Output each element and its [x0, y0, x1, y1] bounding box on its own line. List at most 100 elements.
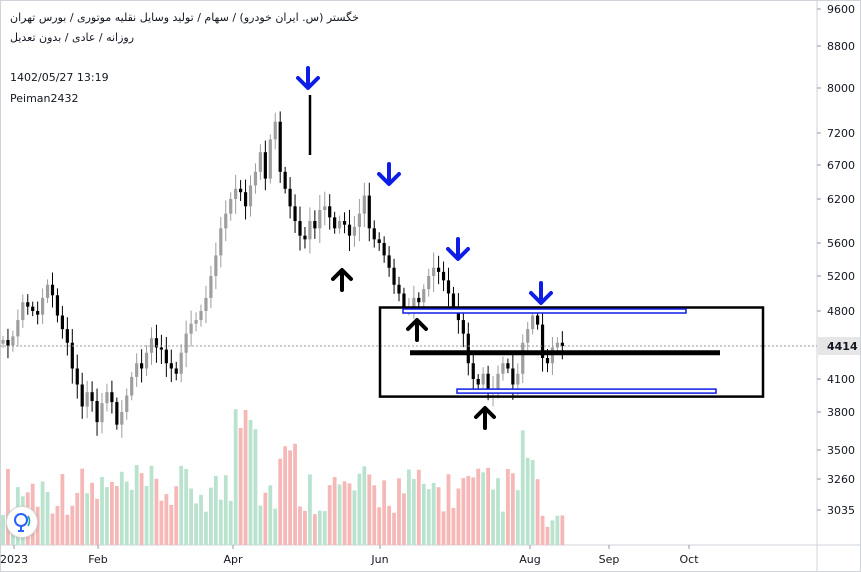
- down-arrow-icon: [296, 66, 320, 90]
- candle-body: [120, 412, 124, 425]
- candle-body: [481, 373, 485, 385]
- price-tick-label: 5600: [827, 237, 855, 250]
- candle-body: [65, 329, 69, 343]
- volume-bar: [332, 477, 337, 545]
- candle-body: [248, 185, 253, 207]
- candle-body: [531, 315, 535, 330]
- volume-bar: [545, 526, 550, 545]
- volume-bar: [496, 478, 500, 545]
- volume-bar: [416, 469, 421, 545]
- volume-bar: [535, 479, 540, 545]
- candle-body: [60, 315, 64, 330]
- price-tick-label: 3035: [827, 504, 855, 517]
- price-tick-label: 5200: [827, 270, 855, 283]
- volume-bar: [154, 478, 159, 545]
- candle-body: [194, 320, 198, 324]
- volume-bar: [248, 419, 253, 545]
- candle-body: [50, 284, 55, 296]
- candle-body: [16, 320, 20, 337]
- candle-body: [110, 392, 114, 403]
- volume-bar: [362, 466, 367, 545]
- candle-body: [352, 226, 357, 236]
- volume-bar: [525, 457, 530, 545]
- volume-bar: [397, 478, 401, 545]
- candle-body: [149, 338, 154, 353]
- price-tick-label: 3260: [827, 473, 855, 486]
- candle-body: [516, 373, 520, 385]
- candle-body: [184, 333, 188, 353]
- candle-body: [466, 333, 470, 364]
- volume-bar: [372, 485, 377, 545]
- volume-bar: [456, 488, 461, 545]
- volume-bar: [540, 515, 545, 545]
- volume-bar: [65, 514, 70, 545]
- candles: [1, 111, 564, 438]
- header-author: Peiman2432: [10, 92, 79, 105]
- volume-bar: [75, 492, 80, 545]
- lower-support-band: [456, 388, 717, 394]
- candle-body: [476, 379, 480, 385]
- volume-bar: [352, 490, 357, 545]
- candle-body: [31, 306, 35, 311]
- price-tick-label: 9600: [827, 3, 855, 16]
- volume-bar: [342, 481, 347, 545]
- candle-body: [26, 302, 30, 307]
- candle-body: [80, 384, 84, 407]
- candle-body: [545, 357, 550, 364]
- volume-bar: [461, 478, 466, 545]
- candle-body: [318, 210, 322, 229]
- volume-bar: [520, 430, 525, 545]
- candle-body: [283, 171, 287, 189]
- volume-bar: [253, 429, 258, 545]
- volume-bar: [1, 515, 5, 545]
- volume-bar: [263, 492, 268, 545]
- time-tick-label: Jun: [370, 553, 388, 566]
- candle-body: [288, 188, 292, 207]
- volume-bar: [481, 472, 486, 545]
- volume-bar: [189, 488, 193, 545]
- volume-bar: [238, 427, 243, 545]
- candle-body: [338, 221, 342, 229]
- volume-bar: [149, 465, 154, 545]
- candle-body: [95, 401, 99, 423]
- candle-body: [446, 280, 451, 294]
- down-arrow-icon: [377, 162, 401, 186]
- candle-body: [85, 392, 89, 407]
- tradingview-bulb-icon[interactable]: [6, 506, 38, 538]
- candle-body: [268, 139, 272, 179]
- candle-body: [204, 297, 208, 311]
- volume-bar: [451, 507, 456, 545]
- volume-bar: [303, 510, 307, 545]
- volume-bars: [1, 409, 565, 545]
- candle-body: [239, 188, 243, 193]
- candle-body: [397, 284, 401, 294]
- volume-bar: [174, 486, 179, 545]
- volume-bar: [377, 507, 382, 545]
- volume-bar: [129, 489, 134, 545]
- candle-body: [253, 171, 258, 186]
- candle-body: [437, 267, 441, 272]
- candle-body: [293, 206, 297, 221]
- volume-bar: [421, 483, 426, 545]
- candle-body: [357, 213, 361, 227]
- candle-body: [36, 311, 40, 315]
- time-tick-label: Sep: [599, 553, 620, 566]
- candle-body: [387, 255, 391, 268]
- candle-body: [328, 206, 332, 218]
- volume-bar: [114, 485, 119, 545]
- candle-body: [333, 217, 337, 229]
- candle-body: [263, 152, 267, 179]
- volume-bar: [273, 508, 278, 545]
- volume-bar: [35, 506, 40, 545]
- volume-bar: [6, 468, 10, 545]
- candle-body: [278, 121, 282, 172]
- candle-body: [100, 403, 104, 423]
- volume-bar: [312, 514, 317, 545]
- candle-body: [219, 228, 223, 256]
- price-tick-label: 3800: [827, 406, 855, 419]
- volume-bar: [194, 503, 198, 545]
- candle-body: [501, 363, 505, 374]
- candle-body: [347, 224, 352, 236]
- candle-body: [441, 271, 446, 281]
